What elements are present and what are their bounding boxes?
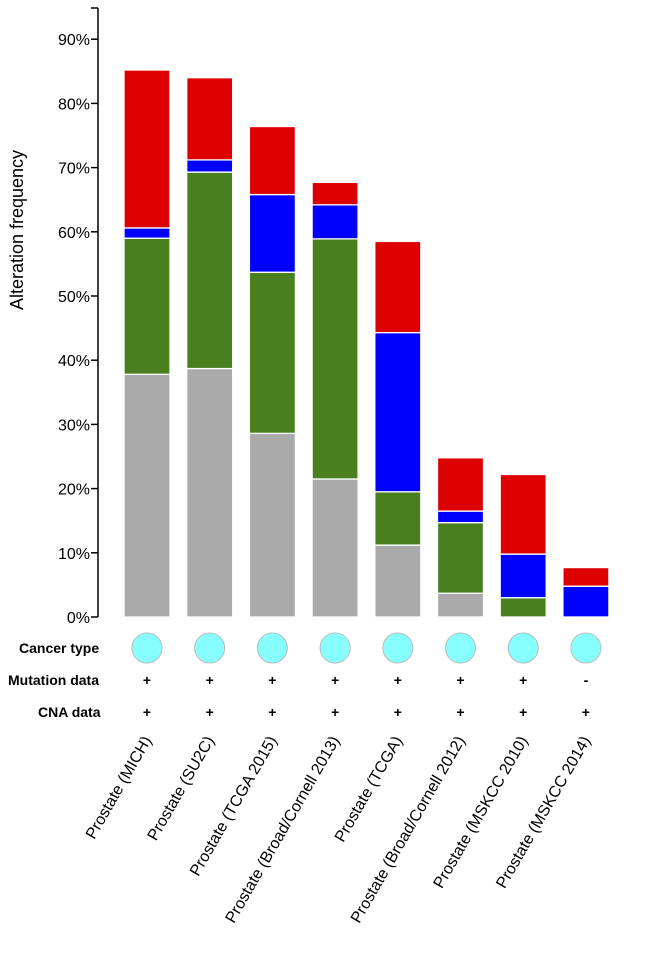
bar-segment <box>123 373 171 618</box>
bar-segment <box>311 204 359 240</box>
cancer-type-circle-icon <box>319 632 351 664</box>
y-tick-label: 40% <box>58 353 90 370</box>
y-tick-label: 0% <box>67 610 90 627</box>
bar-segment <box>374 240 422 334</box>
cancer-type-circle-icon <box>445 632 476 664</box>
bar-segment <box>499 553 547 599</box>
study-label: Prostate (Broad/Cornell 2013) <box>223 734 344 927</box>
bar-segment <box>499 597 547 618</box>
cna-data-row-label: CNA data <box>38 704 101 720</box>
mutation-data-flag: + <box>206 672 214 688</box>
y-axis: 0% 10% 20% 30% 40% 50% 60% 70% 80% 90% <box>58 7 99 627</box>
mutation-data-row-label: Mutation data <box>8 672 99 688</box>
mutation-data-flag: + <box>331 672 339 688</box>
cna-data-flag: + <box>582 704 590 720</box>
mutation-data-flag: + <box>394 672 402 688</box>
cna-data-flag: + <box>268 704 276 720</box>
y-tick-label: 20% <box>58 482 90 499</box>
study-labels: Prostate (MICH)Prostate (SU2C)Prostate (… <box>83 734 594 927</box>
study-label: Prostate (MICH) <box>83 734 156 843</box>
cna-data-flag: + <box>206 704 214 720</box>
bar-segment <box>248 125 297 196</box>
bar-segment <box>123 237 171 375</box>
mutation-data-flag: + <box>268 672 276 688</box>
cancer-type-circle-icon <box>507 632 539 664</box>
bar-segment <box>562 585 610 618</box>
bar-segment <box>374 491 422 546</box>
bar-segment <box>186 367 234 618</box>
bars-group <box>123 69 610 618</box>
cna-data-flag: + <box>456 704 464 720</box>
bar-segment <box>436 510 485 524</box>
bar-segment <box>374 544 422 618</box>
study-label: Prostate (SU2C) <box>145 734 218 844</box>
bar-segment <box>436 457 485 512</box>
bar-segment <box>123 69 171 229</box>
cancer-type-circle-icon <box>382 632 414 664</box>
bar-segment <box>436 521 485 594</box>
cna-data-flag: + <box>143 704 151 720</box>
cancer-type-circle-icon <box>570 632 602 664</box>
y-axis-title: Alteration frequency <box>7 150 27 310</box>
cna-data-flag: + <box>519 704 527 720</box>
y-tick-label: 90% <box>58 32 90 49</box>
bar-segment <box>562 566 610 587</box>
bar-segment <box>311 238 359 480</box>
bar-segment <box>248 193 297 273</box>
bar-segment <box>374 331 422 493</box>
cancer-type-row-label: Cancer type <box>19 640 99 656</box>
mutation-data-flag: + <box>456 672 464 688</box>
bar-segment <box>311 181 359 206</box>
cancer-type-circle-icon <box>256 632 288 664</box>
mutation-data-flag: - <box>584 672 589 688</box>
y-tick-label: 10% <box>58 546 90 563</box>
cancer-type-circle-icon <box>131 632 163 664</box>
bar-segment <box>186 171 234 370</box>
bar-segment <box>186 159 234 173</box>
bar-segment <box>123 227 171 239</box>
bar-segment <box>186 77 234 161</box>
bar-segment <box>248 432 297 618</box>
cancer-type-circle-icon <box>194 632 226 664</box>
y-tick-label: 70% <box>58 161 90 178</box>
y-tick-label: 30% <box>58 417 90 434</box>
bar-segment <box>311 478 359 618</box>
cna-data-flag: + <box>331 704 339 720</box>
mutation-data-flag: + <box>143 672 151 688</box>
y-tick-label: 80% <box>58 96 90 113</box>
y-tick-label: 60% <box>58 225 90 242</box>
study-label: Prostate (Broad/Cornell 2012) <box>348 734 469 927</box>
mutation-data-flag: + <box>519 672 527 688</box>
y-tick-label: 50% <box>58 289 90 306</box>
bar-segment <box>436 592 485 618</box>
bar-segment <box>499 473 547 555</box>
study-label: Prostate (TCGA) <box>332 734 406 846</box>
annotation-rows: + + + + + + + + + + + + + + - + <box>131 632 602 720</box>
bar-segment <box>248 271 297 435</box>
cna-data-flag: + <box>394 704 402 720</box>
